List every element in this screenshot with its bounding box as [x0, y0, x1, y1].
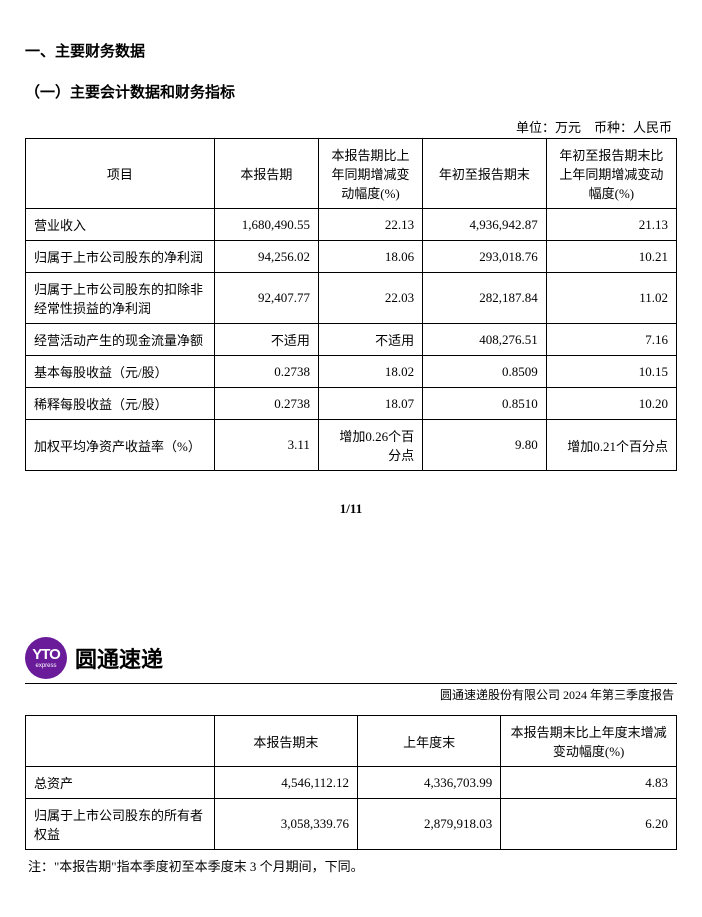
units-label: 单位：万元 币种：人民币: [25, 117, 672, 136]
yto-logo-icon: YTO express: [25, 637, 67, 679]
table-row: 归属于上市公司股东的所有者权益3,058,339.762,879,918.036…: [26, 799, 677, 850]
t1-ytd: 282,187.84: [423, 273, 547, 324]
t2-a: 3,058,339.76: [214, 799, 357, 850]
t1-period: 92,407.77: [214, 273, 318, 324]
table-row: 总资产4,546,112.124,336,703.994.83: [26, 767, 677, 799]
t1-change2: 10.21: [546, 241, 676, 273]
divider: [25, 683, 677, 684]
t1-period: 94,256.02: [214, 241, 318, 273]
t1-item: 营业收入: [26, 209, 215, 241]
t1-h-period: 本报告期: [214, 139, 318, 209]
table-row: 基本每股收益（元/股）0.273818.020.850910.15: [26, 356, 677, 388]
t1-period: 0.2738: [214, 388, 318, 420]
t1-change1: 22.13: [318, 209, 422, 241]
financial-table-1: 项目 本报告期 本报告期比上年同期增减变动幅度(%) 年初至报告期末 年初至报告…: [25, 138, 677, 471]
section-subheading: （一）主要会计数据和财务指标: [25, 81, 677, 102]
t1-change1: 18.07: [318, 388, 422, 420]
t1-ytd: 408,276.51: [423, 324, 547, 356]
t1-ytd: 9.80: [423, 420, 547, 471]
t1-change2: 增加0.21个百分点: [546, 420, 676, 471]
t1-change1: 18.02: [318, 356, 422, 388]
company-name: 圆通速递: [75, 642, 163, 674]
financial-table-2: 本报告期末 上年度末 本报告期末比上年度末增减变动幅度(%) 总资产4,546,…: [25, 715, 677, 850]
table-row: 归属于上市公司股东的扣除非经常性损益的净利润92,407.7722.03282,…: [26, 273, 677, 324]
table-row: 经营活动产生的现金流量净额不适用不适用408,276.517.16: [26, 324, 677, 356]
report-title: 圆通速递股份有限公司 2024 年第三季度报告: [25, 686, 674, 703]
table-row: 营业收入1,680,490.5522.134,936,942.8721.13: [26, 209, 677, 241]
t1-item: 经营活动产生的现金流量净额: [26, 324, 215, 356]
t2-item: 归属于上市公司股东的所有者权益: [26, 799, 215, 850]
t1-h-change2: 年初至报告期末比上年同期增减变动幅度(%): [546, 139, 676, 209]
t1-item: 加权平均净资产收益率（%）: [26, 420, 215, 471]
t1-h-item: 项目: [26, 139, 215, 209]
t1-period: 0.2738: [214, 356, 318, 388]
logo-row: YTO express 圆通速递: [25, 637, 677, 679]
t2-a: 4,546,112.12: [214, 767, 357, 799]
t1-period: 不适用: [214, 324, 318, 356]
t1-item: 基本每股收益（元/股）: [26, 356, 215, 388]
t1-change2: 21.13: [546, 209, 676, 241]
t2-c: 4.83: [501, 767, 677, 799]
t1-item: 稀释每股收益（元/股）: [26, 388, 215, 420]
t1-item: 归属于上市公司股东的净利润: [26, 241, 215, 273]
t1-change1: 不适用: [318, 324, 422, 356]
t2-c: 6.20: [501, 799, 677, 850]
t1-change1: 18.06: [318, 241, 422, 273]
t1-h-change1: 本报告期比上年同期增减变动幅度(%): [318, 139, 422, 209]
t2-b: 4,336,703.99: [358, 767, 501, 799]
t1-ytd: 293,018.76: [423, 241, 547, 273]
logo-abbr: YTO: [32, 647, 60, 662]
t1-h-ytd: 年初至报告期末: [423, 139, 547, 209]
t2-h-c: 本报告期末比上年度末增减变动幅度(%): [501, 716, 677, 767]
t1-ytd: 0.8510: [423, 388, 547, 420]
t2-h-item: [26, 716, 215, 767]
t2-h-b: 上年度末: [358, 716, 501, 767]
t1-change2: 10.15: [546, 356, 676, 388]
t1-item: 归属于上市公司股东的扣除非经常性损益的净利润: [26, 273, 215, 324]
page-number: 1/11: [25, 501, 677, 517]
t1-ytd: 4,936,942.87: [423, 209, 547, 241]
t1-change2: 11.02: [546, 273, 676, 324]
t1-period: 1,680,490.55: [214, 209, 318, 241]
table-row: 稀释每股收益（元/股）0.273818.070.851010.20: [26, 388, 677, 420]
t2-b: 2,879,918.03: [358, 799, 501, 850]
t1-change2: 10.20: [546, 388, 676, 420]
t1-ytd: 0.8509: [423, 356, 547, 388]
logo-sub: express: [35, 663, 56, 669]
t1-change2: 7.16: [546, 324, 676, 356]
t2-h-a: 本报告期末: [214, 716, 357, 767]
t1-change1: 增加0.26个百分点: [318, 420, 422, 471]
t2-item: 总资产: [26, 767, 215, 799]
t1-change1: 22.03: [318, 273, 422, 324]
footnote: 注："本报告期"指本季度初至本季度末 3 个月期间，下同。: [28, 856, 677, 875]
table-row: 归属于上市公司股东的净利润94,256.0218.06293,018.7610.…: [26, 241, 677, 273]
section-heading: 一、主要财务数据: [25, 40, 677, 61]
table-row: 加权平均净资产收益率（%）3.11增加0.26个百分点9.80增加0.21个百分…: [26, 420, 677, 471]
t1-period: 3.11: [214, 420, 318, 471]
